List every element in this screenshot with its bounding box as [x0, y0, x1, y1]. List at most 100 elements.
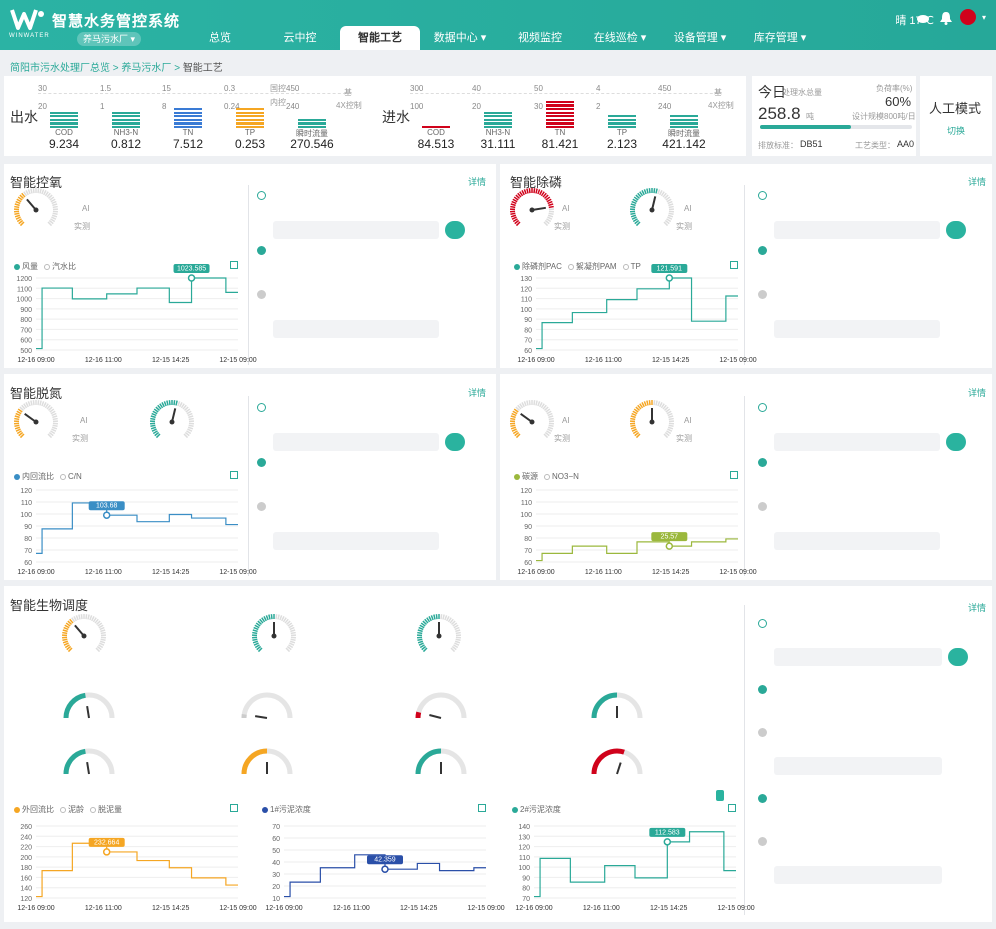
y-tick-label: 1200	[16, 276, 32, 283]
legend-marker[interactable]	[512, 806, 518, 813]
bar-segment	[546, 104, 574, 107]
legend-label[interactable]: 风量	[22, 262, 38, 271]
bar-value: 0.253	[234, 137, 266, 151]
legend-label[interactable]: 泥龄	[68, 805, 84, 814]
std-label: 排放标准：	[758, 141, 798, 150]
bio-detail-link[interactable]: 详情	[968, 603, 987, 613]
suggestion-box	[774, 648, 942, 666]
legend-label[interactable]: NO3−N	[552, 472, 579, 481]
y-tick-label: 120	[518, 845, 530, 852]
legend-label[interactable]: 外回流比	[22, 805, 54, 814]
nav-smart-process[interactable]: 智能工艺	[340, 26, 420, 50]
chevron-down-icon[interactable]: ▾	[981, 13, 986, 22]
legend-marker[interactable]	[14, 806, 20, 813]
legend-label[interactable]: TP	[630, 262, 641, 271]
legend-marker[interactable]	[262, 806, 268, 813]
bar-gridline	[38, 93, 98, 94]
legend-label[interactable]: 1#污泥浓度	[270, 805, 311, 814]
ref-label: 内控	[270, 98, 286, 107]
suggestion-box	[774, 532, 940, 550]
breadcrumb-item[interactable]: 简阳市污水处理厂总览	[10, 63, 110, 74]
chart-legend: 外回流比 泥龄 脱泥量	[14, 804, 122, 815]
y-tick-label: 140	[20, 886, 32, 893]
legend-label[interactable]: 2#污泥浓度	[520, 805, 561, 814]
legend-marker[interactable]	[514, 263, 520, 270]
bar-segment	[236, 108, 264, 111]
bio-title: 智能生物调度	[10, 598, 89, 613]
expand-icon[interactable]	[230, 471, 238, 479]
x-tick-label: 12-16 11:00	[85, 569, 122, 576]
suggestion-box	[774, 757, 942, 775]
expand-icon[interactable]	[478, 804, 486, 812]
bell-icon[interactable]	[940, 11, 952, 28]
data-point	[665, 274, 674, 282]
nav-video[interactable]: 视频监控	[518, 32, 562, 44]
c-detail-link[interactable]: 详情	[968, 388, 987, 398]
load-bar	[760, 125, 912, 129]
x-tick-label: 12-15 14:25	[650, 905, 687, 912]
y-tick-label: 500	[20, 348, 32, 355]
bar-segment	[174, 115, 202, 118]
tooltip-value: 42.359	[374, 857, 396, 864]
legend-marker[interactable]	[44, 263, 50, 270]
suggestion-box	[774, 221, 940, 239]
nav-inventory[interactable]: 库存管理 ▾	[753, 32, 807, 44]
adjust-button[interactable]	[948, 648, 968, 666]
o2-detail-link[interactable]: 详情	[468, 177, 487, 187]
nav-equipment[interactable]: 设备管理 ▾	[673, 32, 727, 44]
mode-switch-button[interactable]: 切换	[947, 126, 966, 136]
bar-segment	[608, 126, 636, 129]
expand-icon[interactable]	[230, 261, 238, 269]
y-tick-label: 100	[520, 512, 532, 519]
series-line	[36, 842, 238, 898]
bar-segment	[174, 126, 202, 129]
nav-overview[interactable]: 总览	[209, 32, 231, 44]
legend-marker[interactable]	[544, 473, 550, 480]
expand-icon[interactable]	[730, 261, 738, 269]
legend-marker[interactable]	[14, 473, 20, 480]
x-tick-label: 12-15 14:25	[652, 569, 689, 576]
legend-label[interactable]: 除磷剂PAC	[522, 262, 562, 271]
legend-marker[interactable]	[514, 473, 520, 480]
legend-label[interactable]: C/N	[68, 472, 82, 481]
alert-dot-icon	[758, 191, 767, 200]
breadcrumb-item[interactable]: 养马污水厂	[121, 63, 172, 74]
expand-icon[interactable]	[230, 804, 238, 812]
fullscreen-button[interactable]	[716, 790, 724, 801]
bar-segment	[422, 126, 450, 129]
expand-icon[interactable]	[730, 471, 738, 479]
legend-label[interactable]: 内回流比	[22, 472, 54, 481]
adjust-button[interactable]	[946, 433, 966, 451]
info-dot-icon	[758, 837, 767, 846]
adjust-button[interactable]	[946, 221, 966, 239]
legend-marker[interactable]	[90, 806, 96, 813]
legend-label[interactable]: 脱泥量	[98, 805, 122, 814]
check-dot-icon	[758, 458, 767, 467]
ai-label: AI	[562, 416, 570, 425]
expand-icon[interactable]	[728, 804, 736, 812]
y-tick-label: 900	[20, 307, 32, 314]
legend-label[interactable]: 汽水比	[52, 262, 76, 271]
bar-top-tick: 450	[286, 84, 300, 93]
y-tick-label: 120	[520, 488, 532, 495]
legend-marker[interactable]	[14, 263, 20, 270]
avatar[interactable]	[960, 9, 976, 25]
n-detail-link[interactable]: 详情	[468, 388, 487, 398]
legend-marker[interactable]	[622, 263, 629, 270]
legend-marker[interactable]	[60, 806, 66, 813]
legend-label[interactable]: 絮凝剂PAM	[575, 262, 617, 271]
adjust-button[interactable]	[445, 221, 465, 239]
nav-data-center[interactable]: 数据中心 ▾	[433, 32, 487, 44]
y-tick-label: 30	[272, 872, 280, 879]
nav-patrol[interactable]: 在线巡检 ▾	[593, 32, 647, 44]
adjust-button[interactable]	[445, 433, 465, 451]
bar-label: TP	[616, 128, 628, 137]
legend-label[interactable]: 碳源	[522, 472, 538, 481]
tooltip-bg	[173, 264, 210, 273]
nav-cloud-control[interactable]: 云中控	[283, 32, 317, 44]
cloud-icon	[916, 13, 930, 26]
legend-marker[interactable]	[60, 473, 66, 480]
legend-marker[interactable]	[567, 263, 574, 270]
plant-select[interactable]: 养马污水厂 ▾	[77, 32, 142, 46]
p-detail-link[interactable]: 详情	[968, 177, 987, 187]
